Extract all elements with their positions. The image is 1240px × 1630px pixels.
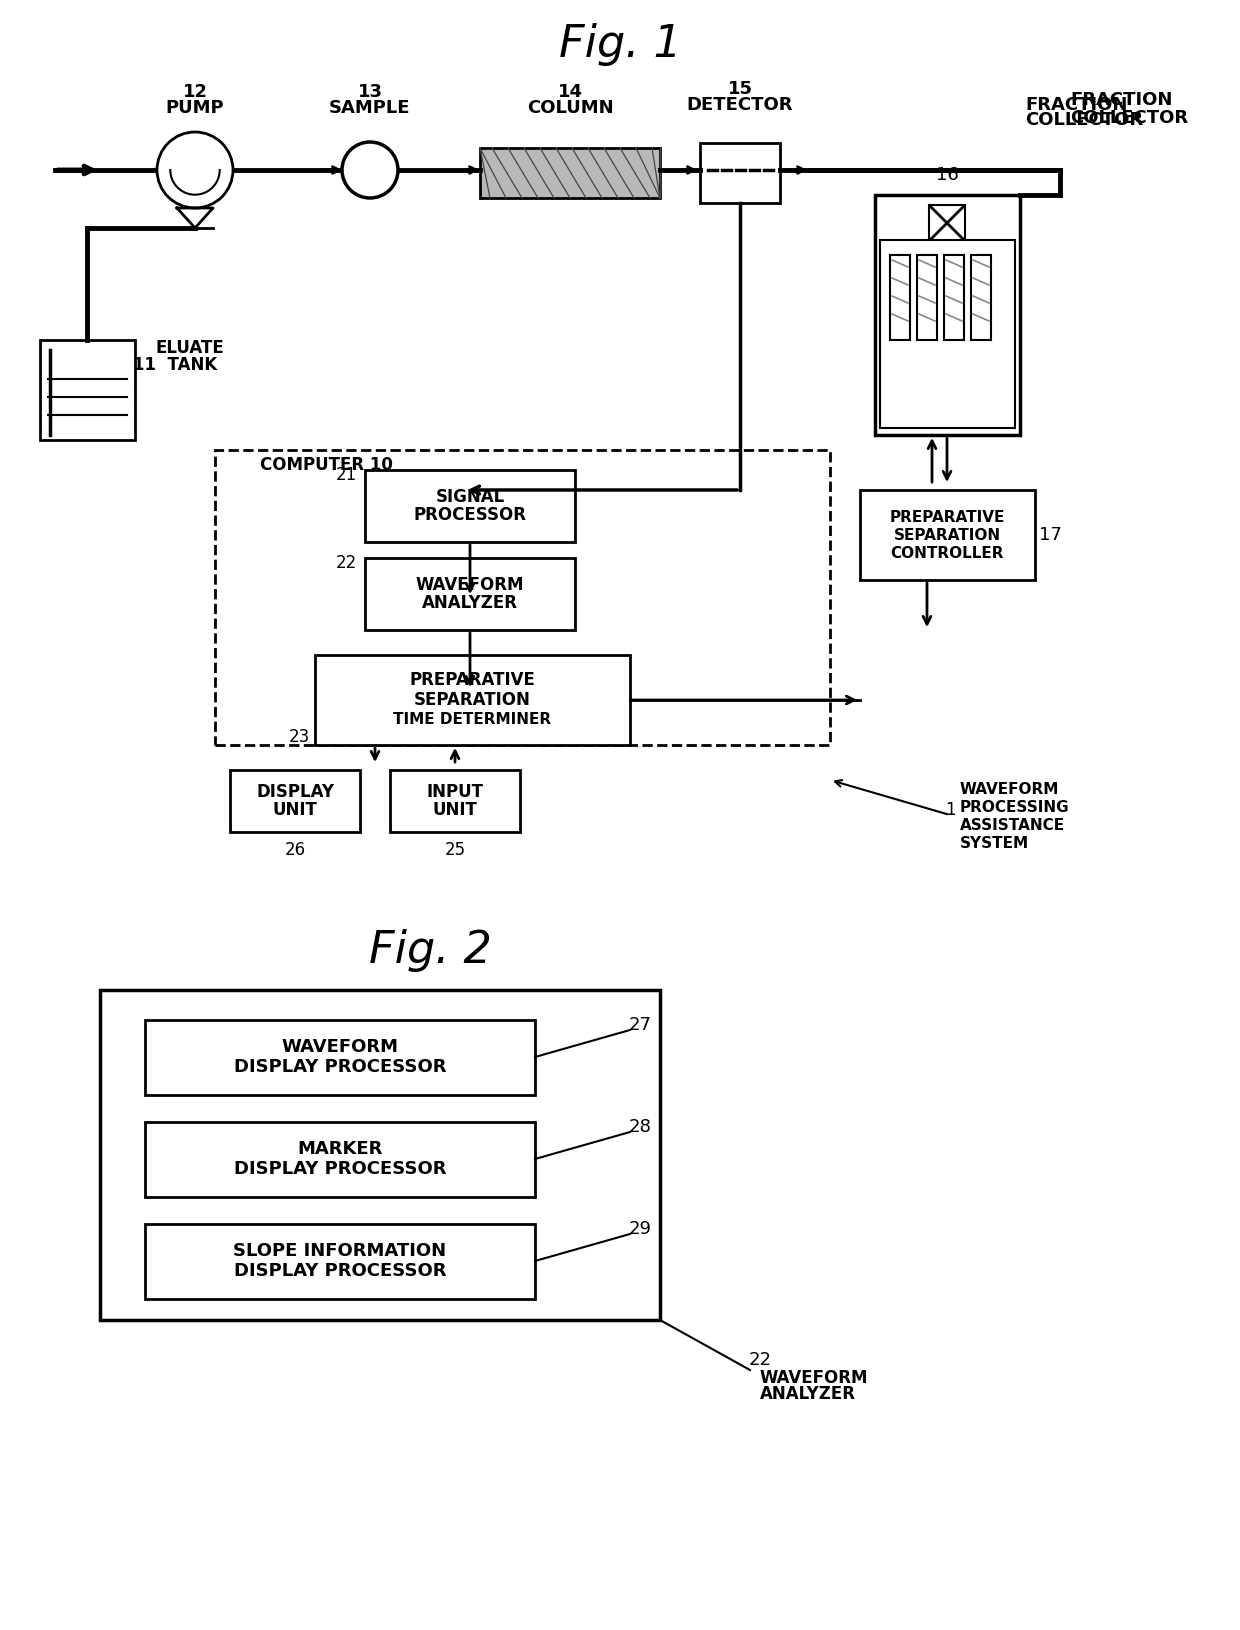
Bar	[971, 254, 991, 341]
Circle shape	[157, 132, 233, 209]
Text: 22: 22	[749, 1351, 771, 1369]
Bar	[365, 557, 575, 631]
Text: 28: 28	[629, 1118, 651, 1136]
Circle shape	[342, 142, 398, 197]
Text: 26: 26	[284, 841, 305, 859]
Bar	[315, 655, 630, 745]
Text: CONTROLLER: CONTROLLER	[890, 546, 1003, 561]
Text: PROCESSING: PROCESSING	[960, 800, 1070, 815]
Text: WAVEFORM: WAVEFORM	[415, 575, 525, 593]
Text: 27: 27	[629, 1015, 651, 1033]
Text: 12: 12	[182, 83, 207, 101]
Text: Fig. 1: Fig. 1	[558, 23, 682, 67]
Bar	[145, 1121, 534, 1196]
Text: SAMPLE: SAMPLE	[330, 99, 410, 117]
Text: DETECTOR: DETECTOR	[687, 96, 794, 114]
Text: ELUATE: ELUATE	[156, 339, 224, 357]
Text: PREPARATIVE: PREPARATIVE	[409, 672, 534, 689]
Bar	[229, 769, 360, 831]
Text: 11  TANK: 11 TANK	[133, 355, 217, 373]
Text: 1: 1	[945, 800, 956, 818]
Bar	[391, 769, 520, 831]
Text: 13: 13	[357, 83, 382, 101]
Bar	[880, 240, 1016, 429]
Text: ANALYZER: ANALYZER	[760, 1386, 856, 1403]
Text: TIME DETERMINER: TIME DETERMINER	[393, 712, 551, 727]
Text: DISPLAY PROCESSOR: DISPLAY PROCESSOR	[234, 1058, 446, 1076]
Bar	[145, 1020, 534, 1095]
Bar	[875, 196, 1021, 435]
Bar	[890, 254, 910, 341]
Text: DISPLAY: DISPLAY	[255, 782, 334, 800]
Text: ANALYZER: ANALYZER	[422, 593, 518, 611]
Text: PROCESSOR: PROCESSOR	[413, 505, 527, 523]
Text: COLUMN: COLUMN	[527, 99, 614, 117]
Text: MARKER: MARKER	[298, 1139, 383, 1157]
Bar	[480, 148, 660, 197]
Bar	[40, 341, 135, 440]
Text: UNIT: UNIT	[273, 800, 317, 818]
Bar	[929, 205, 965, 241]
Text: ASSISTANCE: ASSISTANCE	[960, 818, 1065, 833]
Text: 14: 14	[558, 83, 583, 101]
Bar	[918, 254, 937, 341]
Text: SIGNAL: SIGNAL	[435, 487, 505, 505]
Text: COLLECTOR: COLLECTOR	[1070, 109, 1188, 127]
Text: 22: 22	[336, 554, 357, 572]
Bar	[145, 1224, 534, 1299]
Text: DISPLAY PROCESSOR: DISPLAY PROCESSOR	[234, 1262, 446, 1280]
Bar	[861, 491, 1035, 580]
Text: SEPARATION: SEPARATION	[894, 528, 1001, 543]
Text: FRACTION: FRACTION	[1070, 91, 1172, 109]
Text: Fig. 2: Fig. 2	[368, 929, 491, 971]
Text: SLOPE INFORMATION: SLOPE INFORMATION	[233, 1242, 446, 1260]
Text: DISPLAY PROCESSOR: DISPLAY PROCESSOR	[234, 1161, 446, 1178]
Text: 16: 16	[936, 166, 959, 184]
Text: COLLECTOR: COLLECTOR	[1025, 111, 1143, 129]
Text: 29: 29	[629, 1219, 651, 1239]
Text: COMPUTER 10: COMPUTER 10	[260, 456, 393, 474]
Text: 25: 25	[444, 841, 465, 859]
Text: 23: 23	[289, 729, 310, 747]
Text: WAVEFORM: WAVEFORM	[760, 1369, 868, 1387]
Text: WAVEFORM: WAVEFORM	[960, 782, 1059, 797]
Bar	[215, 450, 830, 745]
Text: FRACTION: FRACTION	[1025, 96, 1127, 114]
Bar	[100, 989, 660, 1320]
Text: 17: 17	[1039, 526, 1061, 544]
Bar	[365, 469, 575, 543]
Bar	[701, 143, 780, 204]
Text: PUMP: PUMP	[166, 99, 224, 117]
Text: INPUT: INPUT	[427, 782, 484, 800]
Text: 15: 15	[728, 80, 753, 98]
Text: 21: 21	[336, 466, 357, 484]
Text: WAVEFORM: WAVEFORM	[281, 1038, 398, 1056]
Text: UNIT: UNIT	[433, 800, 477, 818]
Text: PREPARATIVE: PREPARATIVE	[889, 510, 1004, 525]
Text: SEPARATION: SEPARATION	[414, 691, 531, 709]
Text: SYSTEM: SYSTEM	[960, 836, 1029, 851]
Bar	[944, 254, 963, 341]
